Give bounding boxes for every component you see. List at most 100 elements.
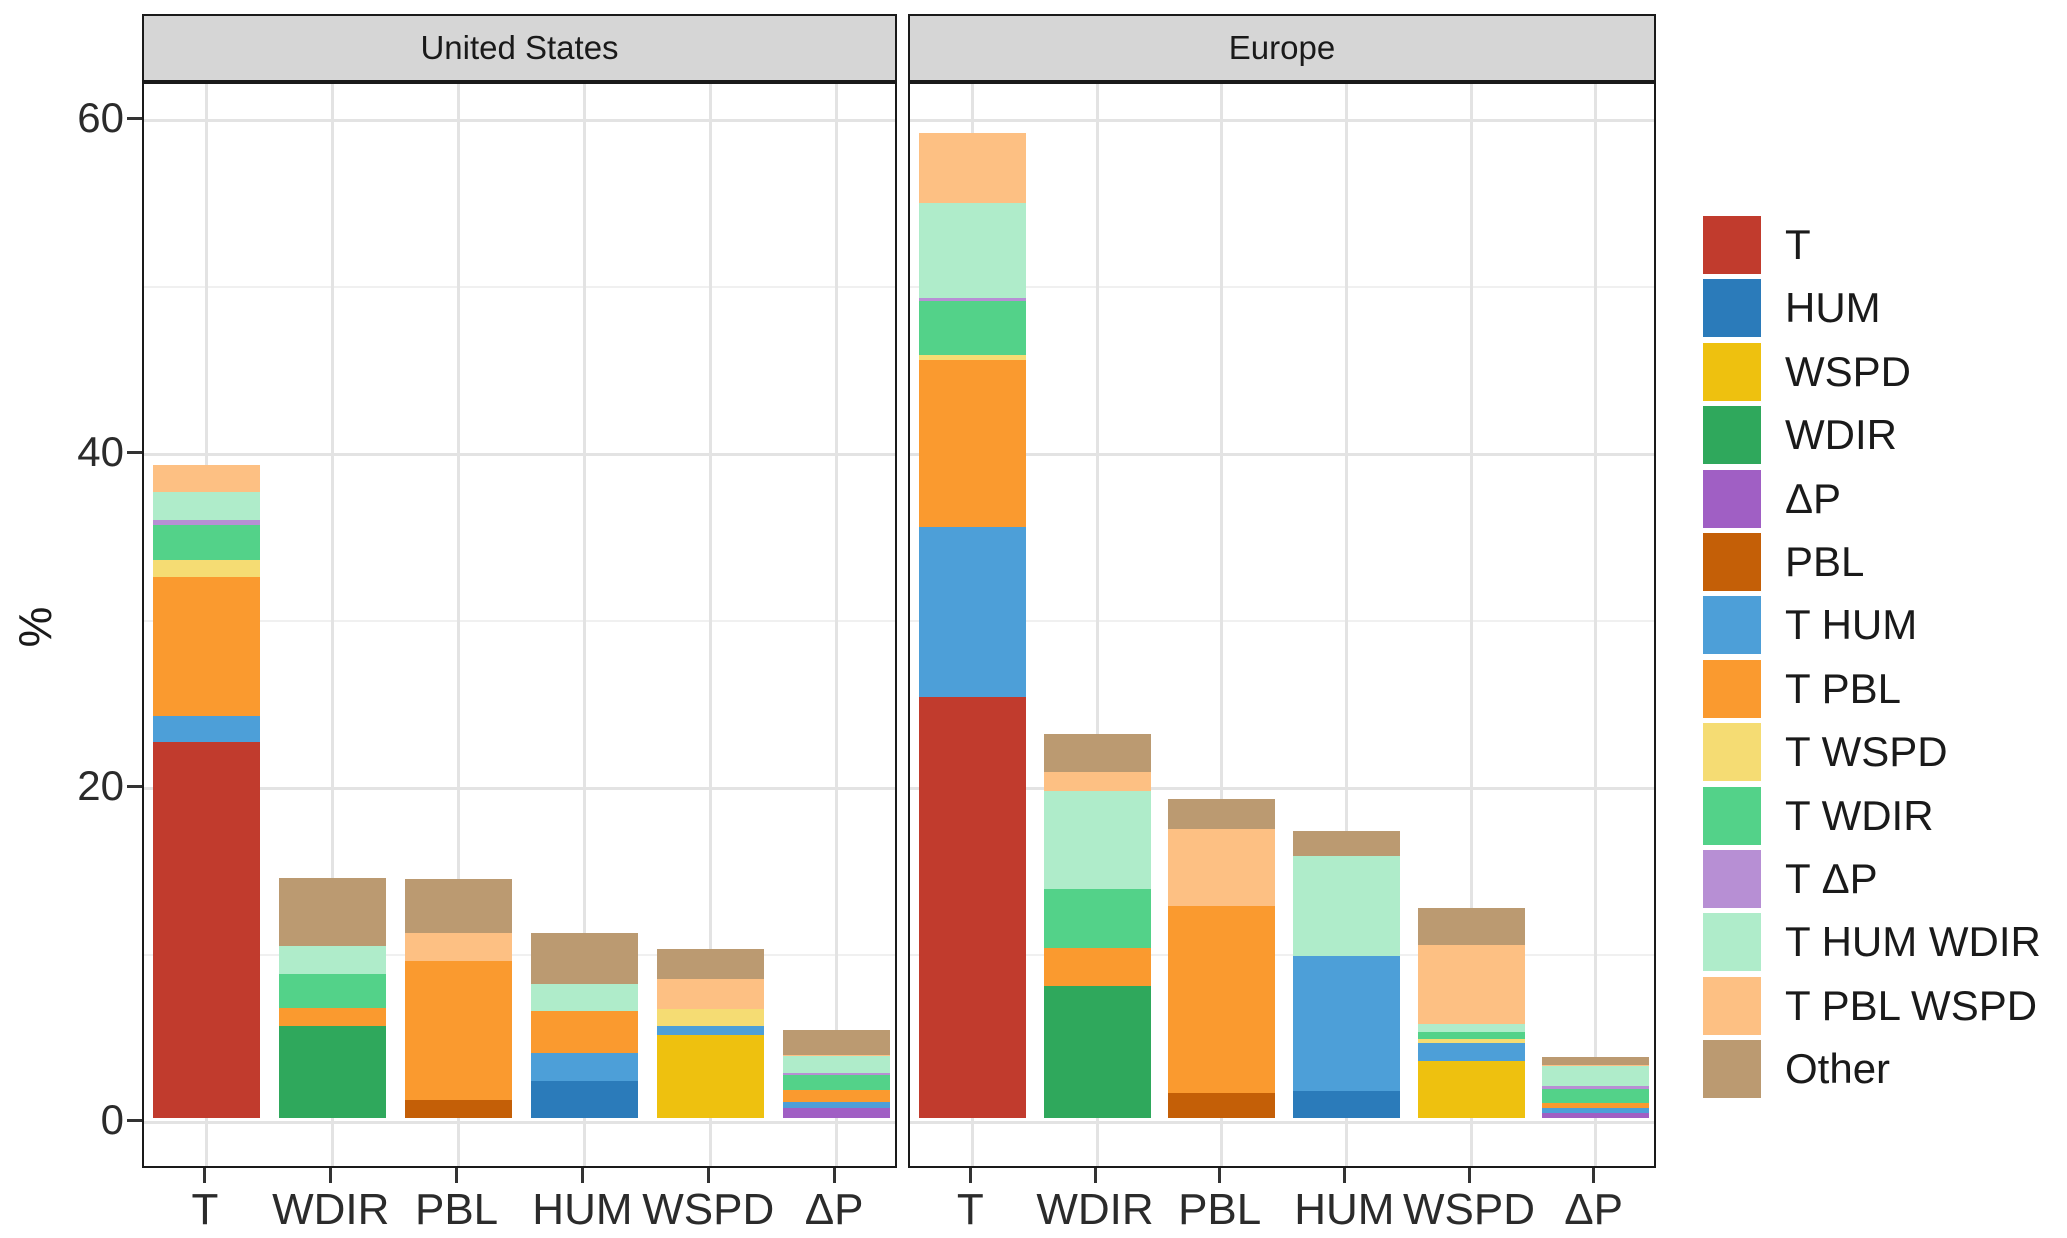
bar-segment-Other <box>782 1029 890 1055</box>
bar-segment-T PBL WSPD <box>1043 772 1151 791</box>
legend-label: ΔP <box>1785 474 1842 522</box>
x-gridline-major <box>1344 84 1348 1166</box>
x-tick-mark <box>968 1168 972 1183</box>
x-tick-label-WDIR: WDIR <box>1036 1185 1154 1234</box>
y-gridline-minor <box>910 620 1654 622</box>
x-tick-mark <box>1592 1168 1596 1183</box>
y-gridline-major <box>144 786 895 790</box>
bar-segment-Other <box>656 949 764 980</box>
bar-segment-T ΔP <box>1542 1086 1650 1089</box>
bar-segment-T PBL <box>1542 1102 1650 1108</box>
plot-panel-united-states <box>142 82 897 1168</box>
legend-label: HUM <box>1785 284 1881 332</box>
legend-key-swatch <box>1703 1040 1761 1099</box>
bar-segment-T PBL WSPD <box>656 979 764 1010</box>
x-tick-mark <box>1218 1168 1222 1183</box>
y-tick-label-20: 20 <box>77 762 124 809</box>
legend-label: T HUM WDIR <box>1785 918 2041 966</box>
bar-segment-WSPD <box>1417 1061 1525 1118</box>
x-tick-label-HUM: HUM <box>532 1185 633 1234</box>
legend-item: T WSPD <box>1703 723 1948 782</box>
x-tick-label-ΔP: ΔP <box>1564 1185 1624 1234</box>
legend-key-swatch <box>1703 469 1761 528</box>
legend-item: T PBL WSPD <box>1703 976 2038 1035</box>
legend-item: T <box>1703 216 1811 274</box>
y-gridline-major <box>144 1120 895 1124</box>
stacked-bar-PBL <box>405 84 513 1166</box>
y-gridline-minor <box>144 620 895 622</box>
y-tick-mark <box>127 1118 142 1122</box>
y-tick-mark <box>127 784 142 788</box>
bar-segment-T PBL WSPD <box>405 932 513 962</box>
legend-label: T <box>1785 221 1811 268</box>
bar-segment-T PBL <box>1043 947 1151 987</box>
legend-item: T WDIR <box>1703 786 1934 845</box>
x-tick-mark <box>329 1168 333 1183</box>
stacked-bar-ΔP <box>1542 84 1650 1166</box>
bar-segment-T PBL <box>782 1090 890 1103</box>
y-tick-mark <box>127 450 142 454</box>
bar-segment-T WDIR <box>153 525 261 561</box>
facet-title-united-states: United States <box>420 29 619 66</box>
legend-key-swatch <box>1703 659 1761 718</box>
x-tick-label-T: T <box>956 1185 984 1234</box>
stacked-bar-T <box>153 84 261 1166</box>
bar-segment-T PBL WSPD <box>1168 829 1276 906</box>
legend-key-swatch <box>1703 723 1761 782</box>
bar-segment-T PBL WSPD <box>1417 945 1525 1024</box>
y-gridline-major <box>910 452 1654 456</box>
bar-segment-WSPD <box>656 1034 764 1118</box>
legend-key-swatch <box>1703 976 1761 1035</box>
legend-key-swatch <box>1703 406 1761 465</box>
facet-title-europe: Europe <box>1228 29 1336 66</box>
legend-key-swatch <box>1703 279 1761 338</box>
bar-segment-T HUM <box>153 715 261 743</box>
legend-label: Other <box>1785 1045 1891 1093</box>
bar-segment-T HUM <box>1417 1042 1525 1062</box>
legend-item: HUM <box>1703 279 1881 338</box>
x-gridline-major <box>1594 84 1598 1166</box>
bar-segment-T <box>153 742 261 1118</box>
legend-label: T PBL <box>1785 664 1901 712</box>
x-gridline-major <box>457 84 461 1166</box>
bar-segment-T WSPD <box>918 354 1026 360</box>
legend-label: T WSPD <box>1785 728 1948 776</box>
x-gridline-major <box>1095 84 1099 1166</box>
bar-segment-T WSPD <box>153 560 261 577</box>
y-tick-label-60: 60 <box>77 94 124 141</box>
bar-segment-T WSPD <box>1417 1038 1525 1043</box>
bar-segment-T HUM <box>918 526 1026 698</box>
x-gridline-major <box>582 84 586 1166</box>
bar-segment-WDIR <box>1043 986 1151 1118</box>
y-gridline-minor <box>910 954 1654 956</box>
legend-label: WDIR <box>1785 411 1897 459</box>
legend-label: PBL <box>1785 538 1865 585</box>
legend-label: T PBL WSPD <box>1785 981 2038 1029</box>
bar-segment-T WDIR <box>1417 1032 1525 1039</box>
bar-segment-T HUM <box>1542 1108 1650 1113</box>
bar-segment-WDIR <box>279 1026 387 1118</box>
x-tick-mark <box>203 1168 207 1183</box>
stacked-bar-PBL <box>1168 84 1276 1166</box>
y-gridline-minor <box>144 286 895 288</box>
x-tick-label-T: T <box>191 1185 219 1234</box>
y-tick-label-0: 0 <box>100 1096 124 1143</box>
stacked-bar-HUM <box>530 84 638 1166</box>
y-gridline-minor <box>910 286 1654 288</box>
bar-segment-T PBL <box>153 576 261 716</box>
bar-segment-T HUM WDIR <box>782 1056 890 1073</box>
bar-segment-Other <box>1043 733 1151 773</box>
legend-label: WSPD <box>1785 347 1911 395</box>
x-tick-mark <box>1342 1168 1346 1183</box>
bar-segment-T WDIR <box>1043 889 1151 948</box>
bar-segment-T WDIR <box>279 974 387 1008</box>
bar-segment-T PBL WSPD <box>153 465 261 492</box>
x-gridline-major <box>1220 84 1224 1166</box>
bar-segment-T PBL <box>405 961 513 1100</box>
bar-segment-HUM <box>530 1081 638 1118</box>
x-tick-label-WSPD: WSPD <box>642 1185 775 1234</box>
bar-segment-T PBL <box>1168 905 1276 1093</box>
legend-item: T HUM WDIR <box>1703 913 2041 972</box>
x-tick-mark <box>1467 1168 1471 1183</box>
